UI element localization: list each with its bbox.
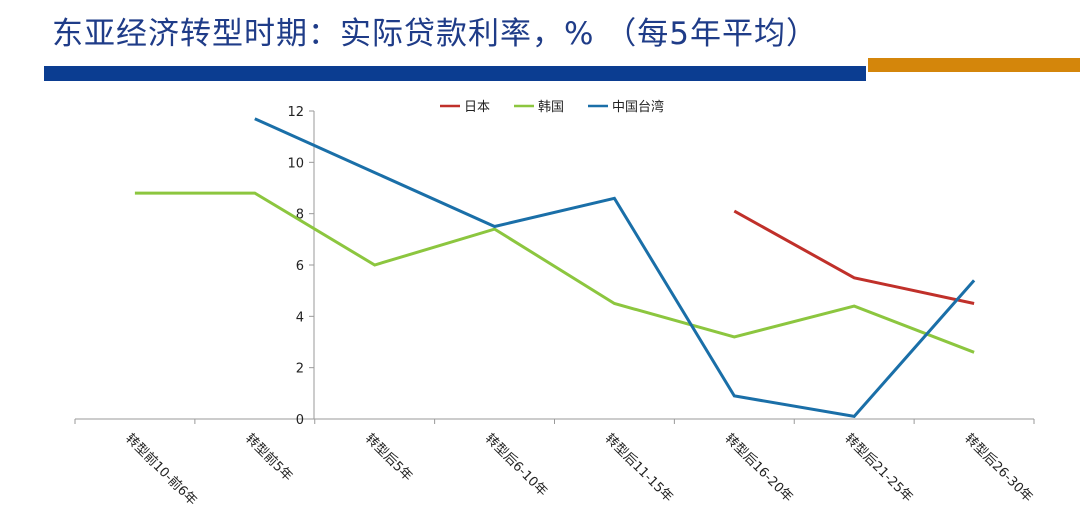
- y-tick-label: 4: [296, 310, 304, 325]
- page-title: 东亚经济转型时期：实际贷款利率，% （每5年平均）: [52, 16, 819, 52]
- x-tick-label: 转型后21-25年: [841, 431, 915, 505]
- header-rule-blue: [44, 66, 866, 81]
- series-line-韩国: [134, 191, 975, 354]
- x-tick-label: 转型前5年: [242, 431, 296, 485]
- y-tick-label: 10: [287, 156, 304, 171]
- header-rule-orange: [868, 58, 1080, 72]
- x-tick-label: 转型后26-30年: [961, 431, 1035, 505]
- legend-label: 日本: [464, 100, 490, 115]
- y-tick-label: 2: [296, 362, 304, 377]
- series-line-日本: [733, 209, 975, 305]
- legend-label: 韩国: [538, 100, 564, 115]
- legend-label: 中国台湾: [612, 99, 664, 115]
- x-tick-label: 转型后5年: [362, 431, 415, 484]
- x-tick-label: 转型前10-前6年: [122, 431, 200, 509]
- y-tick-label: 6: [296, 259, 304, 274]
- y-tick-label: 8: [296, 208, 304, 223]
- x-tick-label: 转型后6-10年: [482, 431, 550, 499]
- y-tick-label: 0: [296, 413, 304, 428]
- chart-series: [134, 117, 976, 419]
- x-tick-label: 转型后16-20年: [721, 431, 795, 505]
- x-tick-label: 转型后11-15年: [602, 431, 676, 505]
- series-line-中国台湾: [254, 117, 976, 419]
- chart-legend: 日本 韩国 中国台湾: [440, 99, 664, 115]
- y-tick-label: 12: [287, 105, 304, 120]
